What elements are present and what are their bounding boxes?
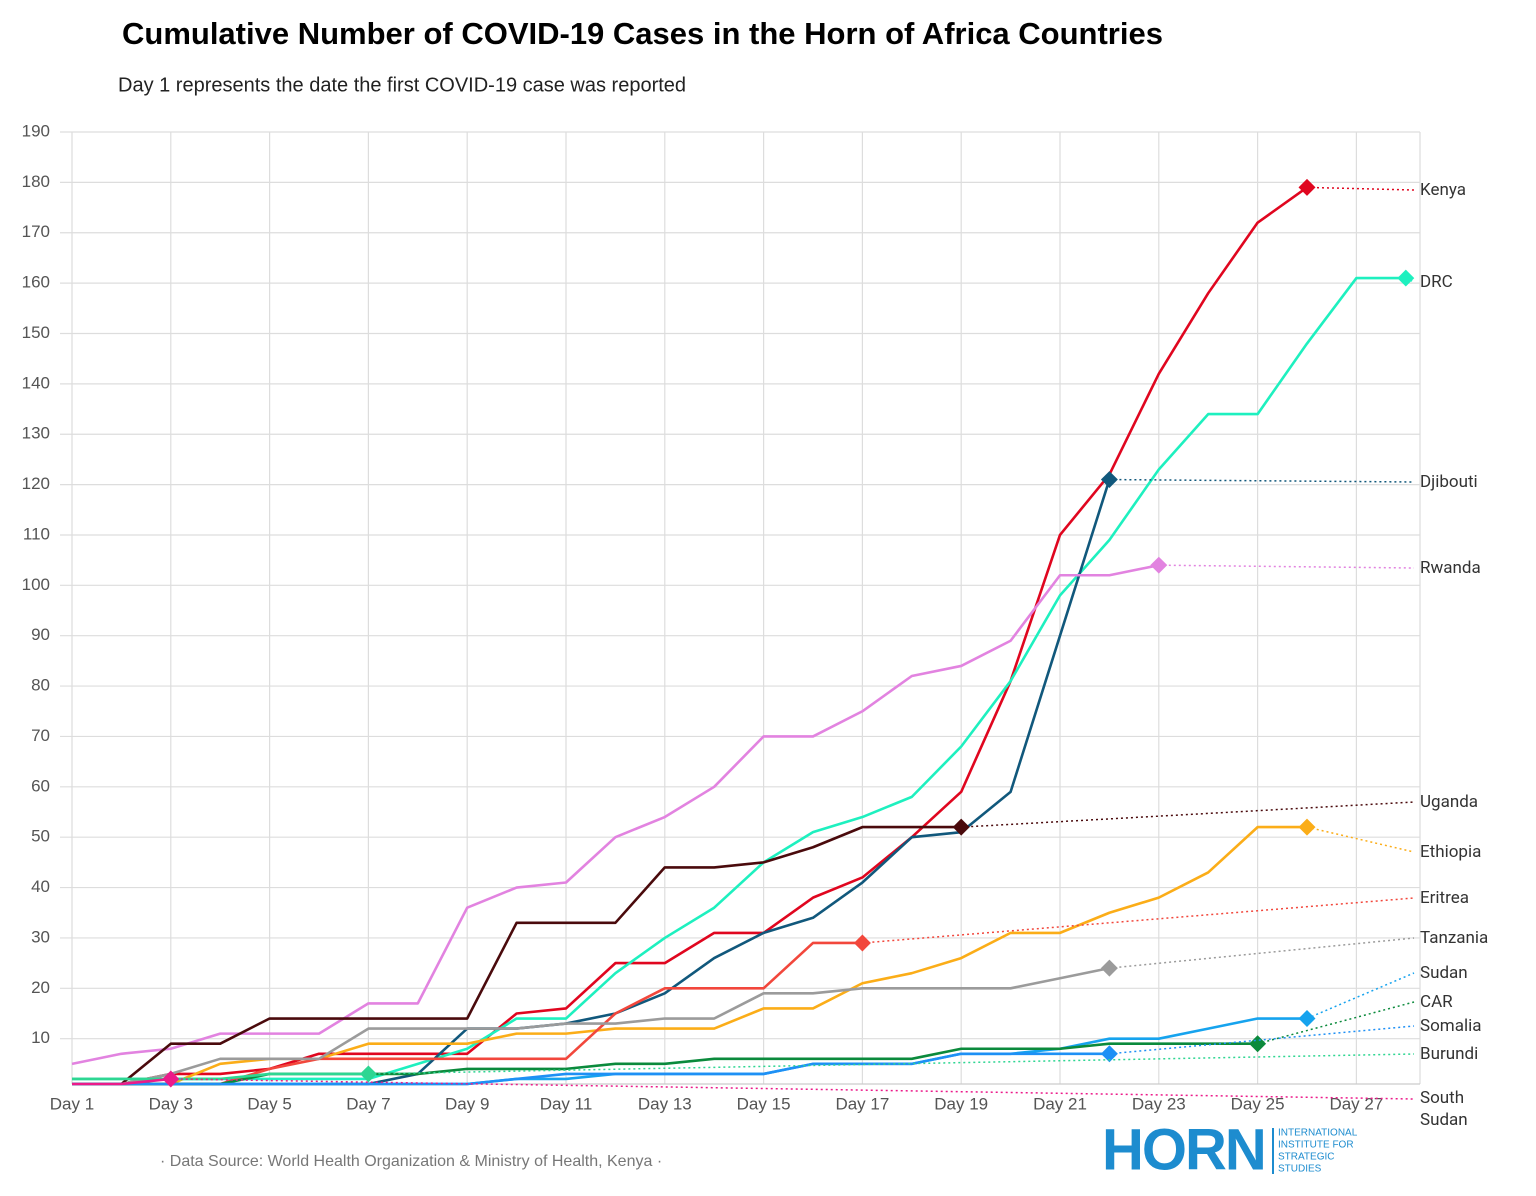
y-tick-label: 140 bbox=[22, 373, 50, 392]
x-tick-label: Day 1 bbox=[50, 1094, 94, 1113]
y-tick-label: 100 bbox=[22, 575, 50, 594]
end-marker bbox=[1298, 178, 1316, 196]
end-marker bbox=[1298, 818, 1316, 836]
logo-line: INSTITUTE FOR bbox=[1278, 1140, 1354, 1151]
logo-line: STRATEGIC bbox=[1278, 1152, 1334, 1163]
y-tick-label: 90 bbox=[31, 625, 50, 644]
y-tick-label: 20 bbox=[31, 978, 50, 997]
label-connector bbox=[1158, 564, 1415, 569]
x-tick-label: Day 17 bbox=[835, 1094, 889, 1113]
series-label: Eritrea bbox=[1420, 888, 1469, 908]
y-tick-label: 70 bbox=[31, 726, 50, 745]
x-tick-label: Day 13 bbox=[638, 1094, 692, 1113]
label-connector bbox=[1306, 972, 1415, 1020]
y-tick-label: 50 bbox=[31, 827, 50, 846]
series-label: Sudan bbox=[1420, 963, 1468, 983]
y-tick-label: 40 bbox=[31, 877, 50, 896]
label-connector bbox=[862, 897, 1415, 944]
chart-subtitle: Day 1 represents the date the first COVI… bbox=[118, 74, 686, 96]
chart-title: Cumulative Number of COVID-19 Cases in t… bbox=[122, 16, 1163, 51]
label-connector bbox=[170, 1078, 1415, 1100]
series-label: Uganda bbox=[1420, 792, 1479, 812]
end-marker bbox=[1397, 269, 1415, 287]
series-label: Ethiopia bbox=[1420, 842, 1482, 862]
series-label: Tanzania bbox=[1420, 928, 1489, 948]
x-tick-label: Day 25 bbox=[1231, 1094, 1285, 1113]
end-marker bbox=[1150, 556, 1168, 574]
x-tick-label: Day 15 bbox=[737, 1094, 791, 1113]
x-tick-label: Day 5 bbox=[247, 1094, 291, 1113]
series-line bbox=[72, 1072, 369, 1081]
y-tick-label: 190 bbox=[22, 121, 50, 140]
end-marker bbox=[1100, 959, 1118, 977]
series-label: Somalia bbox=[1420, 1016, 1482, 1036]
label-connector bbox=[1306, 186, 1415, 191]
y-tick-label: 30 bbox=[31, 927, 50, 946]
series-label: South Sudan bbox=[1420, 1088, 1468, 1130]
x-tick-label: Day 23 bbox=[1132, 1094, 1186, 1113]
series-label: Rwanda bbox=[1420, 558, 1481, 578]
end-marker bbox=[1100, 1045, 1118, 1063]
series-line bbox=[72, 825, 1307, 1086]
series-line bbox=[72, 825, 962, 1086]
y-tick-label: 180 bbox=[22, 172, 50, 191]
series-label: DRC bbox=[1420, 272, 1453, 292]
x-tick-label: Day 3 bbox=[149, 1094, 193, 1113]
series-line bbox=[72, 1052, 1110, 1086]
end-marker bbox=[1298, 1010, 1316, 1028]
x-tick-label: Day 9 bbox=[445, 1094, 489, 1113]
series-line bbox=[72, 479, 1111, 1086]
label-connector bbox=[1306, 826, 1415, 853]
series-line bbox=[71, 563, 1160, 1066]
end-marker bbox=[853, 934, 871, 952]
x-tick-label: Day 7 bbox=[346, 1094, 390, 1113]
logo-line: STUDIES bbox=[1278, 1164, 1322, 1175]
series-line bbox=[72, 276, 1406, 1081]
y-tick-label: 120 bbox=[22, 474, 50, 493]
label-connector bbox=[1257, 1001, 1415, 1045]
end-marker bbox=[1100, 471, 1118, 489]
label-connector bbox=[961, 801, 1415, 828]
logo-line: INTERNATIONAL bbox=[1278, 1128, 1358, 1139]
label-connector bbox=[1109, 478, 1415, 483]
y-tick-label: 160 bbox=[22, 273, 50, 292]
source: · Data Source: World Health Organization… bbox=[160, 1153, 662, 1170]
x-tick-label: Day 11 bbox=[540, 1094, 593, 1113]
series-label: Burundi bbox=[1420, 1044, 1479, 1064]
series-line bbox=[72, 966, 1110, 1086]
end-marker bbox=[1249, 1035, 1267, 1053]
y-tick-label: 10 bbox=[31, 1028, 50, 1047]
y-tick-label: 110 bbox=[23, 524, 50, 543]
end-marker bbox=[952, 818, 970, 836]
x-tick-label: Day 21 bbox=[1033, 1094, 1087, 1113]
y-tick-label: 80 bbox=[31, 676, 50, 695]
series-label: Djibouti bbox=[1420, 472, 1478, 492]
logo-text: HORN bbox=[1102, 1117, 1265, 1182]
x-tick-label: Day 27 bbox=[1329, 1094, 1383, 1113]
y-tick-label: 60 bbox=[31, 776, 50, 795]
logo-divider bbox=[1272, 1128, 1274, 1174]
y-tick-label: 130 bbox=[22, 424, 50, 443]
y-tick-label: 150 bbox=[22, 323, 50, 342]
series-line bbox=[72, 1077, 171, 1086]
y-tick-label: 170 bbox=[22, 222, 50, 241]
label-connector bbox=[368, 1053, 1415, 1075]
series-label: Kenya bbox=[1420, 180, 1467, 200]
label-connector bbox=[1109, 937, 1415, 969]
series-label: CAR bbox=[1420, 992, 1453, 1012]
x-tick-label: Day 19 bbox=[934, 1094, 988, 1113]
label-connector bbox=[1109, 1025, 1415, 1055]
